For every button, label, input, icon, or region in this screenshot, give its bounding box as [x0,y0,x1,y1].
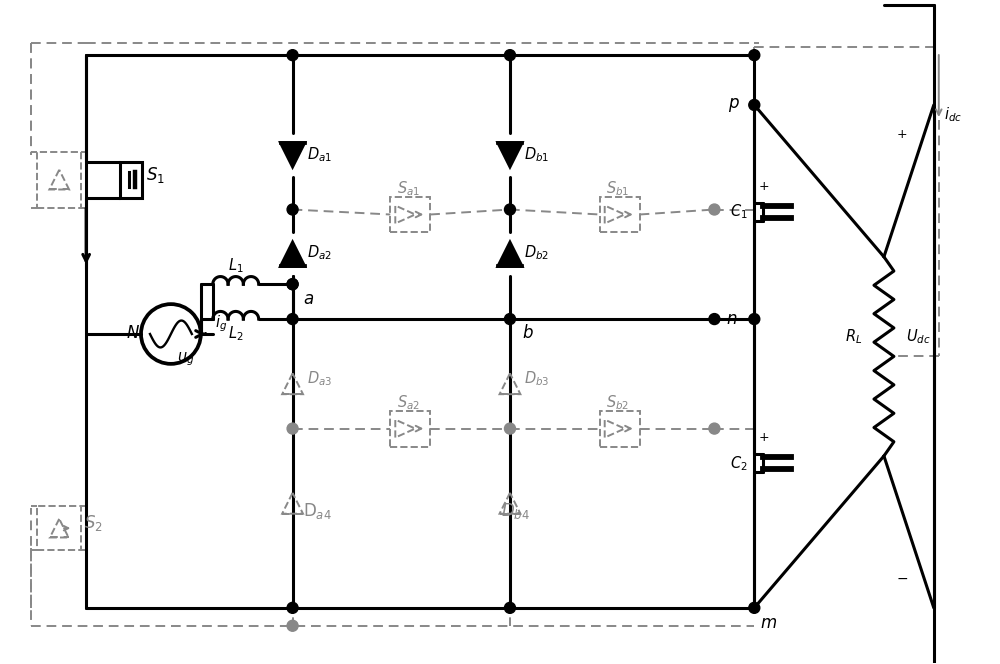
Polygon shape [498,242,522,266]
Text: $m$: $m$ [760,616,777,632]
Circle shape [504,204,515,215]
Circle shape [287,204,298,215]
Text: $\mathrm{D}_{a4}$: $\mathrm{D}_{a4}$ [303,501,331,521]
Circle shape [287,279,298,290]
Circle shape [287,313,298,325]
Polygon shape [281,242,305,266]
Circle shape [287,423,298,434]
Text: $N$: $N$ [126,325,140,343]
Text: $S_{b2}$: $S_{b2}$ [606,393,629,412]
Text: $S_{a1}$: $S_{a1}$ [397,179,420,198]
Polygon shape [498,143,522,167]
Text: $i_{dc}$: $i_{dc}$ [944,106,962,124]
Text: $+$: $+$ [896,128,908,141]
Text: $R_L$: $R_L$ [845,327,862,346]
Circle shape [709,423,720,434]
Circle shape [504,313,515,325]
Circle shape [504,602,515,614]
Text: $i_g$: $i_g$ [215,313,227,335]
Text: $p$: $p$ [728,96,740,114]
Text: $D_{b2}$: $D_{b2}$ [524,243,549,262]
Circle shape [287,50,298,60]
Text: $S_2$: $S_2$ [84,513,103,533]
Text: $L_1$: $L_1$ [228,256,244,275]
Circle shape [749,100,760,110]
Circle shape [709,204,720,215]
Text: $S_{b1}$: $S_{b1}$ [606,179,629,198]
Circle shape [287,602,298,614]
Text: $+$: $+$ [758,180,769,193]
Text: $+$: $+$ [758,431,769,444]
Circle shape [709,313,720,325]
Text: $D_{b4}$: $D_{b4}$ [501,501,529,521]
Text: $n$: $n$ [726,311,738,327]
Circle shape [504,423,515,434]
Text: $D_{b1}$: $D_{b1}$ [524,145,549,164]
Circle shape [749,602,760,614]
Text: $C_1$: $C_1$ [730,203,747,221]
Text: $b$: $b$ [522,324,534,342]
Polygon shape [281,143,305,167]
Text: $-$: $-$ [896,571,908,585]
Text: $D_{a2}$: $D_{a2}$ [307,243,331,262]
Text: $L_2$: $L_2$ [228,325,244,343]
Text: $S_1$: $S_1$ [146,165,165,185]
Text: $a$: $a$ [303,291,314,307]
Circle shape [287,620,298,631]
Circle shape [749,50,760,60]
Circle shape [749,313,760,325]
Circle shape [287,279,298,290]
Text: $u_g$: $u_g$ [177,350,195,368]
Circle shape [504,50,515,60]
Text: $D_{b3}$: $D_{b3}$ [524,369,549,388]
Text: $S_{a2}$: $S_{a2}$ [397,393,420,412]
Text: $U_{dc}$: $U_{dc}$ [906,327,931,346]
Text: $D_{a3}$: $D_{a3}$ [307,369,332,388]
Text: $C_2$: $C_2$ [730,454,747,473]
Text: $D_{a1}$: $D_{a1}$ [307,145,332,164]
